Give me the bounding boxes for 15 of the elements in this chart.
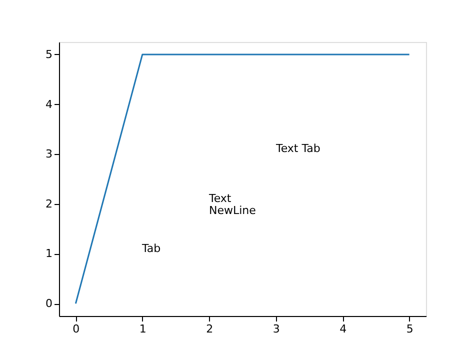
annotation: Text NewLine xyxy=(208,192,256,217)
x-tick-label: 0 xyxy=(72,322,80,336)
y-tick-label: 3 xyxy=(46,148,52,161)
annotation: Text Tab xyxy=(275,142,320,155)
y-tick-label: 0 xyxy=(46,297,52,310)
y-tick-label: 2 xyxy=(46,197,52,210)
x-tick-label: 5 xyxy=(406,322,414,336)
x-tick-label: 3 xyxy=(272,322,280,336)
x-tick-label: 1 xyxy=(139,322,146,336)
x-tick-label: 2 xyxy=(206,322,214,336)
x-tick-label: 4 xyxy=(340,322,347,336)
y-tick-label: 5 xyxy=(46,48,52,61)
annotation: Tab xyxy=(141,242,161,255)
y-tick-label: 1 xyxy=(46,247,52,260)
y-tick-label: 4 xyxy=(46,98,52,111)
